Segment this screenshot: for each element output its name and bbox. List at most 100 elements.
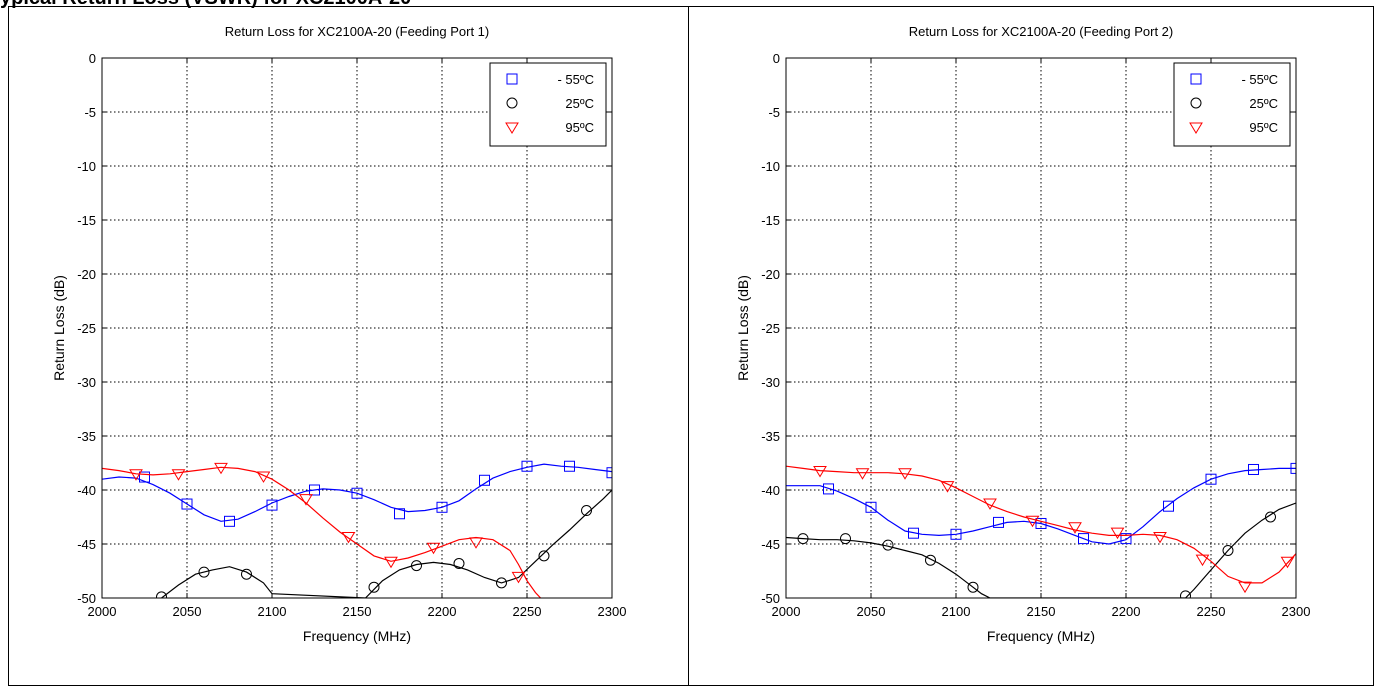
chart1-ytick-label--40: -40	[77, 483, 96, 498]
chart2-legend-marker-2	[1189, 122, 1203, 134]
chart2-series-line-0	[786, 467, 1296, 545]
chart1-series-1-marker-7	[538, 550, 550, 562]
chart1-xtick-label-2100: 2100	[258, 604, 287, 619]
chart2-series-0-marker-3	[950, 528, 962, 540]
chart1-series-2-marker-8	[469, 537, 483, 549]
chart2-series-1-marker-7	[1265, 511, 1276, 523]
chart2-series-0-marker-5	[1035, 517, 1047, 529]
chart2-series-1-marker-0	[797, 533, 809, 545]
chart2-xtick-label-2250: 2250	[1197, 604, 1226, 619]
chart2-series-1-marker-4	[967, 581, 979, 593]
chart2-xlabel: Frequency (MHz)	[987, 628, 1095, 644]
chart2-series-0-marker-8	[1163, 500, 1174, 512]
chart2-series-2-marker-4	[983, 498, 997, 510]
chart2-series-2-marker-8	[1153, 531, 1167, 544]
chart2-xtick-label-2200: 2200	[1112, 604, 1141, 619]
chart1-legend-marker-2	[505, 122, 519, 134]
chart-port-2: 2000 2050 2100 2150 2200 2250 2300 0 -5 -10 -15 -20…	[694, 10, 1364, 670]
chart2-series-1-marker-6	[1222, 544, 1234, 556]
chart2-series-1-marker-5	[1180, 590, 1191, 598]
chart1-legend-box	[489, 62, 607, 147]
chart1-ytick-label--20: -20	[77, 267, 96, 282]
page-header-fragment: ypical Return Loss (VSWR) for XC2100A-20	[0, 0, 1380, 8]
chart1-series-1-marker-2	[241, 568, 252, 580]
chart2-series-line-2	[786, 465, 1296, 584]
chart1-series-0-marker-2	[224, 515, 235, 527]
chart1-xlabel: Frequency (MHz)	[303, 628, 411, 644]
chart1-xtick-label-2250: 2250	[513, 604, 542, 619]
chart1-ylabel: Return Loss (dB)	[51, 275, 67, 381]
chart2-title: Return Loss for XC2100A-20 (Feeding Port…	[909, 24, 1173, 39]
chart2-legend: - 55ºC 25ºC 95ºC	[1173, 62, 1291, 147]
chart2-legend-marker-1	[1190, 97, 1202, 109]
chart2-ytick-label-0: 0	[773, 51, 780, 66]
chart2-legend-label-1: 25ºC	[1249, 96, 1278, 111]
chart1-series-2-marker-2	[214, 462, 228, 475]
chart1-series-2-marker-0	[129, 469, 143, 481]
chart1-ytick-label--25: -25	[77, 321, 96, 336]
chart2-series-1-marker-1	[840, 533, 851, 545]
chart2-series-1-marker-3	[925, 554, 936, 566]
chart2-ytick-label--25: -25	[761, 321, 780, 336]
chart2-ylabel: Return Loss (dB)	[735, 275, 751, 381]
chart1-series-1-marker-5	[453, 557, 465, 569]
chart1-xtick-label-2300: 2300	[598, 604, 627, 619]
chart2-xtick-label-2050: 2050	[857, 604, 886, 619]
chart1-series-0-marker-9	[521, 460, 533, 472]
chart2-series-1-marker-2	[882, 539, 894, 551]
chart2-series-2-marker-0	[813, 466, 827, 478]
chart1-series-0-marker-7	[436, 501, 448, 513]
chart1-series-1-marker-8	[581, 505, 592, 517]
chart2-ytick-label--10: -10	[761, 159, 780, 174]
chart2-series-0-marker-4	[993, 516, 1004, 528]
chart2-series-2-marker-3	[940, 481, 955, 493]
chart1-ytick-label--35: -35	[77, 429, 96, 444]
chart2-series-2-marker-10	[1238, 581, 1252, 594]
chart1-series-2-marker-9	[511, 571, 526, 584]
chart2-series-2-marker-9	[1195, 554, 1210, 567]
table-divider	[688, 6, 689, 686]
chart1-series-2-marker-3	[256, 471, 271, 483]
chart2-series-0-marker-7	[1120, 533, 1132, 545]
chart1-series-1-marker-4	[411, 560, 422, 572]
chart2-series-0-marker-0	[823, 483, 834, 495]
chart1-title: Return Loss for XC2100A-20 (Feeding Port…	[225, 24, 489, 39]
chart-port-1: 2000 2050 2100 2150 2200 2250 2300 0 -5 -10 -15 -20…	[10, 10, 680, 670]
chart-port-2-svg: 2000 2050 2100 2150 2200 2250 2300 0 -5 -10 -15 -20…	[735, 24, 1310, 644]
chart2-series-2-marker-5	[1025, 515, 1040, 528]
chart2-series-group	[786, 462, 1296, 598]
chart1-xtick-label-2200: 2200	[428, 604, 457, 619]
page-header-text: ypical Return Loss (VSWR) for XC2100A-20	[0, 0, 411, 8]
chart1-series-0-marker-10	[564, 460, 575, 472]
chart1-xtick-label-2000: 2000	[88, 604, 117, 619]
chart1-series-1-marker-0	[156, 591, 167, 598]
chart2-xtick-label-2100: 2100	[942, 604, 971, 619]
chart1-xtick-label-2050: 2050	[173, 604, 202, 619]
chart2-xtick-label-2000: 2000	[772, 604, 801, 619]
chart2-series-0-marker-1	[865, 501, 877, 513]
chart1-series-line-2	[102, 466, 542, 598]
chart2-series-0-marker-10	[1248, 463, 1259, 475]
chart2-ytick-label--30: -30	[761, 375, 780, 390]
chart1-series-2-marker-5	[341, 531, 356, 544]
chart1-series-0-marker-1	[181, 498, 193, 510]
chart2-ytick-label--15: -15	[761, 213, 780, 228]
chart1-series-2-marker-4	[299, 494, 313, 506]
chart2-ytick-label--50: -50	[761, 591, 780, 606]
chart1-series-1-marker-3	[368, 581, 380, 593]
chart2-legend-label-0: - 55ºC	[1241, 72, 1278, 87]
chart1-ytick-label--50: -50	[77, 591, 96, 606]
chart2-legend-box	[1173, 62, 1291, 147]
chart2-series-2-marker-11	[1280, 556, 1295, 569]
chart2-series-2-marker-2	[898, 468, 912, 480]
chart1-ytick-label--5: -5	[84, 105, 96, 120]
chart1-legend-label-0: - 55ºC	[557, 72, 594, 87]
chart1-series-2-marker-6	[384, 556, 398, 569]
chart1-series-0-marker-8	[479, 474, 490, 486]
chart1-series-group	[102, 460, 612, 598]
chart2-series-0-marker-6	[1078, 533, 1089, 545]
chart2-series-0-marker-11	[1290, 462, 1296, 474]
chart1-ytick-label--30: -30	[77, 375, 96, 390]
chart1-series-2-marker-1	[171, 469, 186, 481]
chart2-series-0-marker-2	[908, 527, 919, 539]
